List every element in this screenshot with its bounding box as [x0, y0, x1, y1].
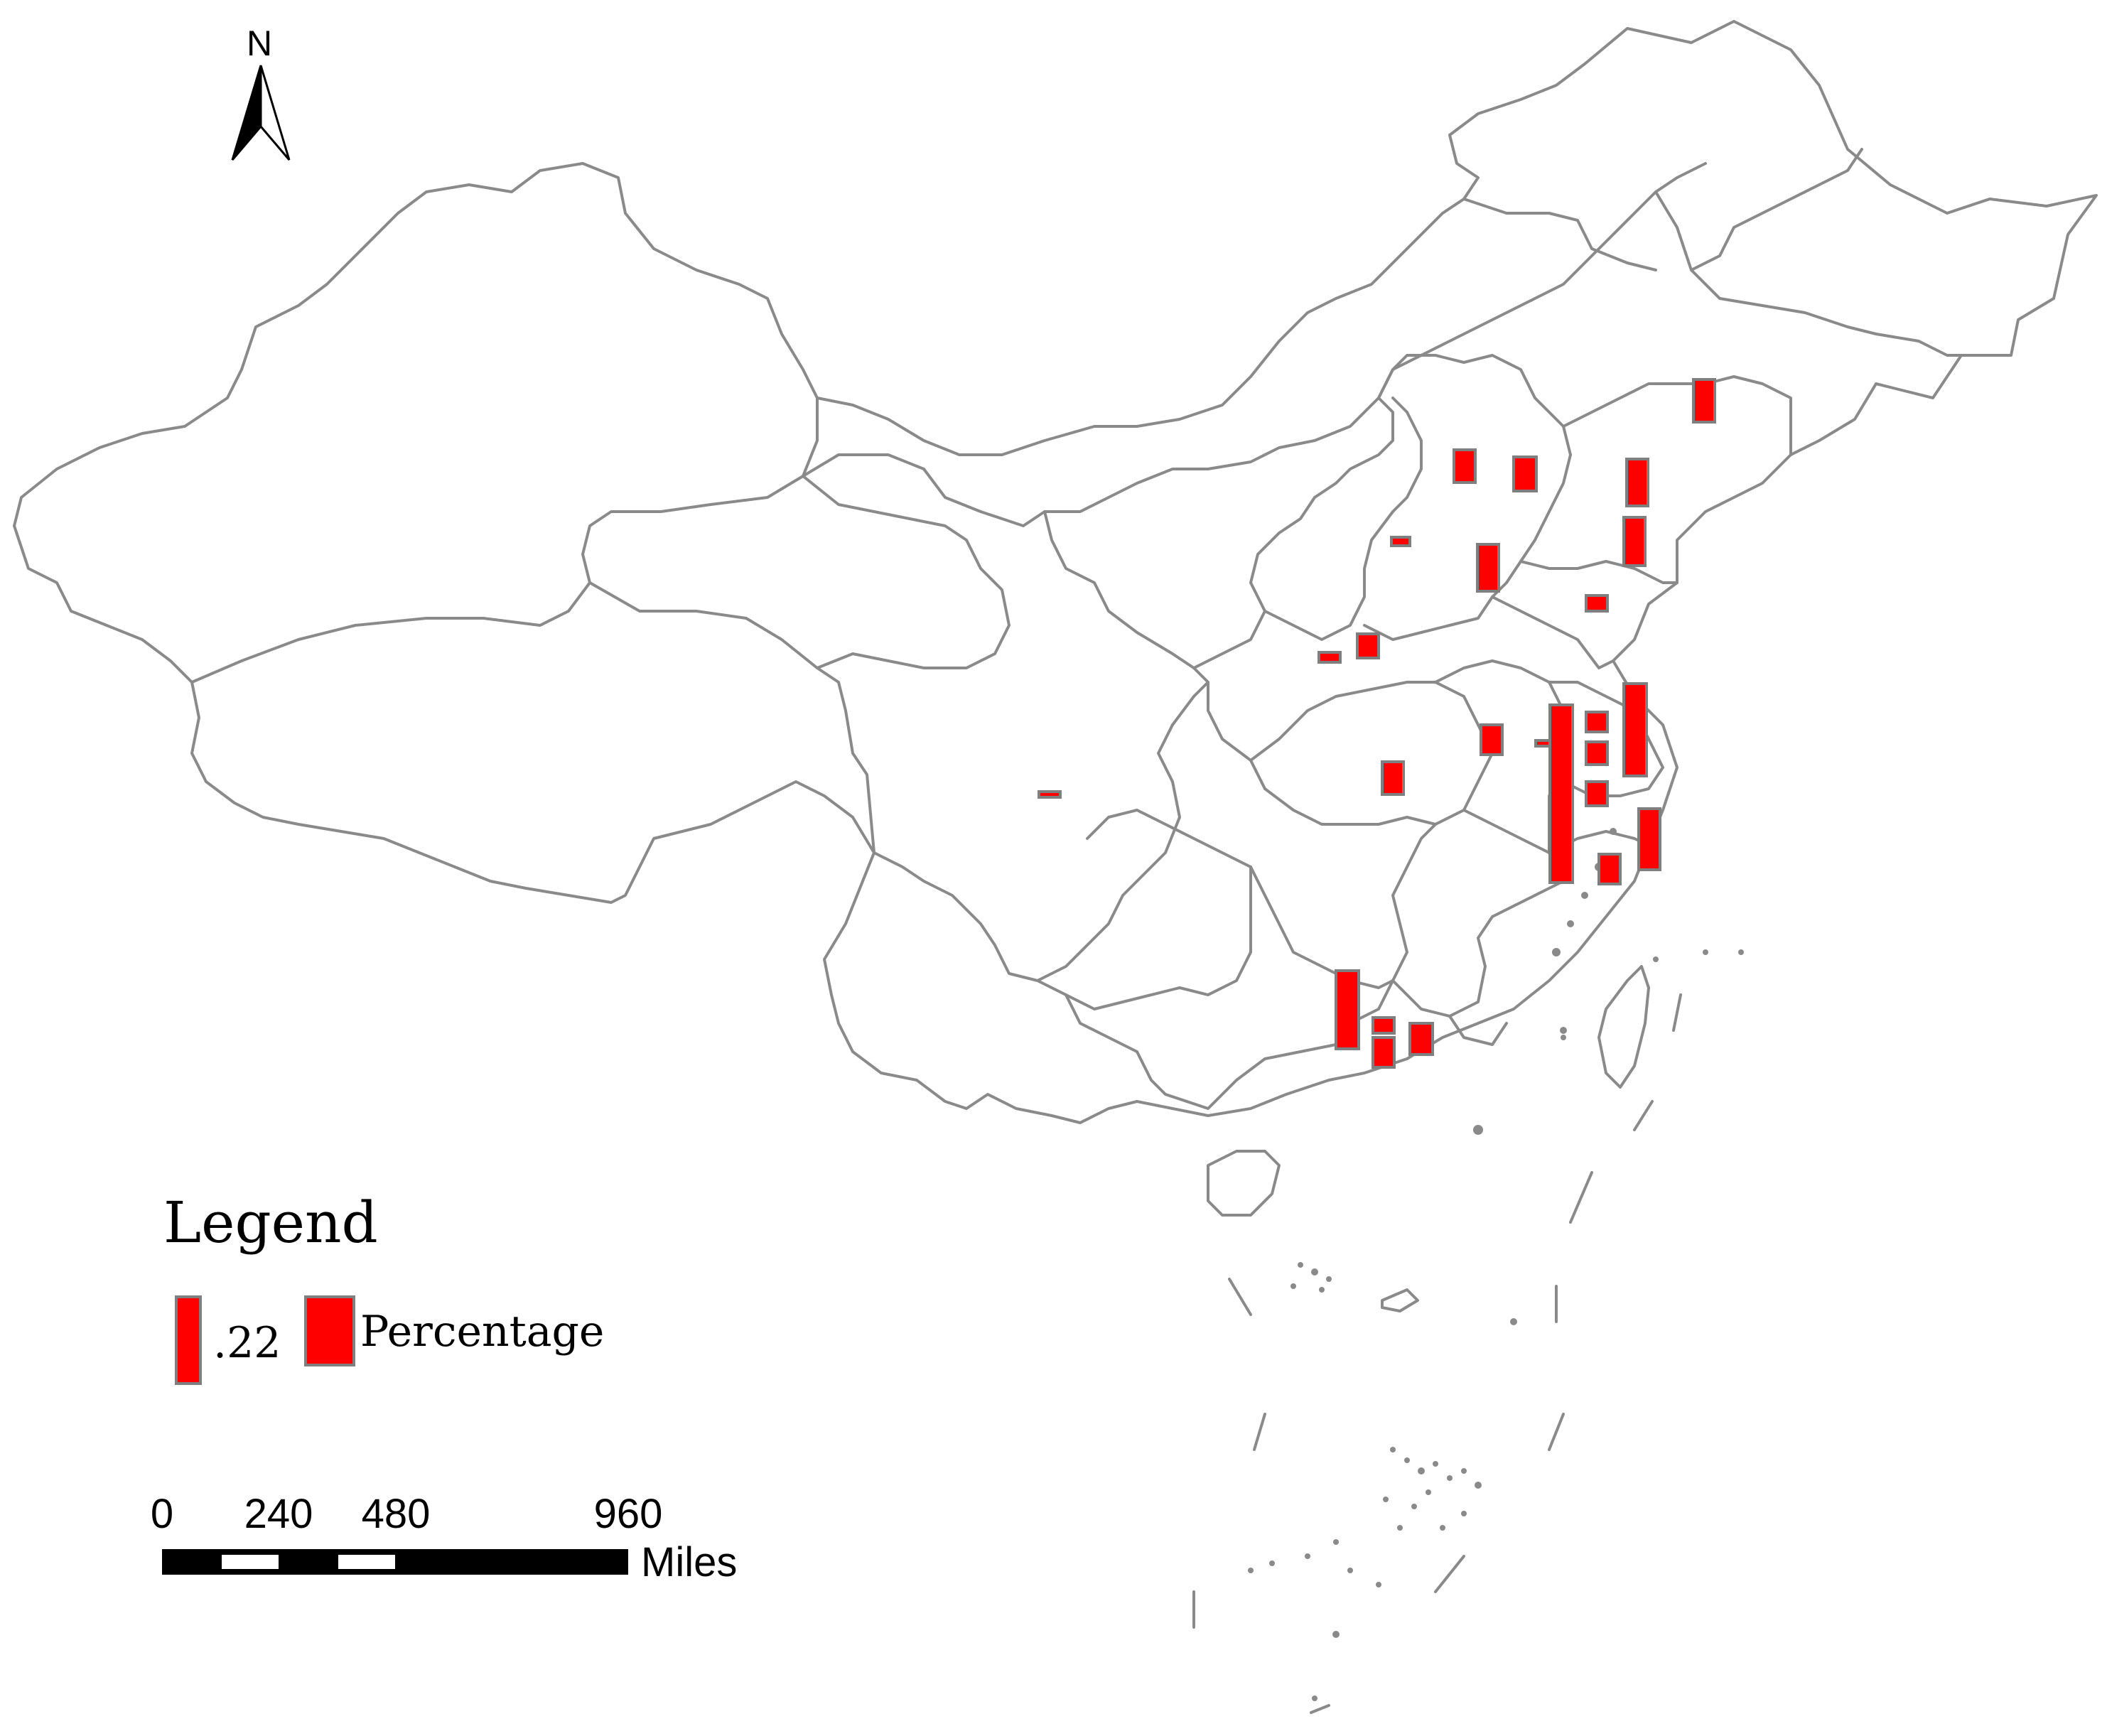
bar-hebei-b	[1476, 543, 1500, 593]
boundary-hubei	[1263, 787, 1565, 883]
boundary-taiwan	[1597, 965, 1650, 1089]
boundary-inner-mongolia	[1043, 162, 1707, 513]
legend: Legend .22 Percentage	[163, 1190, 604, 1385]
bar-guangdong-d	[1408, 1022, 1434, 1056]
boundary-hunan	[1249, 823, 1437, 989]
legend-title: Legend	[163, 1190, 378, 1256]
north-label: N	[247, 23, 272, 63]
bar-shanxi	[1390, 536, 1411, 547]
bar-guangdong-a	[1335, 969, 1360, 1050]
boundary-chongqing	[1086, 809, 1252, 868]
bar-shaanxi-b	[1356, 632, 1380, 659]
national-boundary	[13, 20, 2098, 1124]
boundary-heilongjiang	[1462, 148, 1863, 271]
boundary-shanxi	[1263, 397, 1423, 641]
bar-sichuan	[1038, 790, 1062, 799]
bar-guangdong-c	[1372, 1036, 1396, 1069]
islands	[1248, 828, 1744, 1701]
boundary-liaoning	[1562, 375, 1792, 456]
bar-shaanxi-a	[1317, 651, 1342, 664]
bar-shanghai	[1622, 682, 1648, 777]
boundary-jilin	[1654, 190, 1963, 357]
bar-jiangsu-c	[1585, 740, 1609, 766]
scale-tick-960: 960	[594, 1491, 663, 1537]
north-arrow-icon	[231, 65, 291, 161]
bar-shandong-a	[1622, 516, 1647, 567]
boundary-shaanxi	[1192, 397, 1394, 669]
boundary-sichuan	[873, 681, 1266, 982]
boundary-xinjiang	[190, 397, 819, 684]
scale-bar: 0 240 480 960 Miles	[151, 1491, 737, 1585]
bar-guangdong-b	[1372, 1016, 1396, 1035]
legend-swatch-thin	[175, 1295, 202, 1385]
boundary-fujian	[1448, 1015, 1508, 1046]
scale-unit: Miles	[641, 1539, 737, 1585]
bar-anhui	[1480, 723, 1504, 756]
scale-tick-240: 240	[244, 1491, 313, 1537]
percentage-bars	[1038, 378, 1716, 1069]
boundary-guizhou	[1036, 866, 1252, 1010]
north-arrow: N	[231, 23, 291, 161]
scale-tick-480: 480	[362, 1491, 431, 1537]
bar-hebei-a	[1512, 455, 1538, 492]
boundary-henan	[1249, 681, 1494, 812]
bar-jiangsu-main	[1548, 703, 1574, 884]
boundary-jiangxi	[1391, 880, 1565, 1018]
bar-henan	[1381, 760, 1405, 796]
bar-heilongjiang	[1692, 378, 1716, 424]
bar-liaoning	[1625, 458, 1649, 507]
legend-label-value: .22	[213, 1318, 281, 1368]
bar-shandong-b	[1585, 594, 1609, 613]
legend-label-percentage: Percentage	[360, 1307, 604, 1357]
island-zhongsha	[1381, 1288, 1419, 1312]
bar-zhejiang-b	[1637, 807, 1661, 871]
bar-zhejiang-c	[1597, 853, 1622, 885]
boundary-hebei	[1363, 354, 1572, 641]
boundary-hainan	[1207, 1150, 1281, 1217]
bar-beijing	[1453, 448, 1477, 484]
boundary-qinghai	[802, 475, 1011, 669]
legend-swatch-wide	[304, 1295, 355, 1366]
bar-zhejiang-a	[1585, 780, 1609, 807]
scale-tick-0: 0	[151, 1491, 173, 1537]
boundary-anhui	[1434, 659, 1565, 854]
boundary-shandong	[1491, 560, 1678, 669]
province-boundaries	[13, 20, 2098, 1217]
bar-jiangsu-a	[1534, 739, 1551, 748]
dash-line	[1192, 993, 1682, 1714]
bar-jiangsu-b	[1585, 711, 1609, 733]
boundary-gansu	[802, 453, 1209, 684]
